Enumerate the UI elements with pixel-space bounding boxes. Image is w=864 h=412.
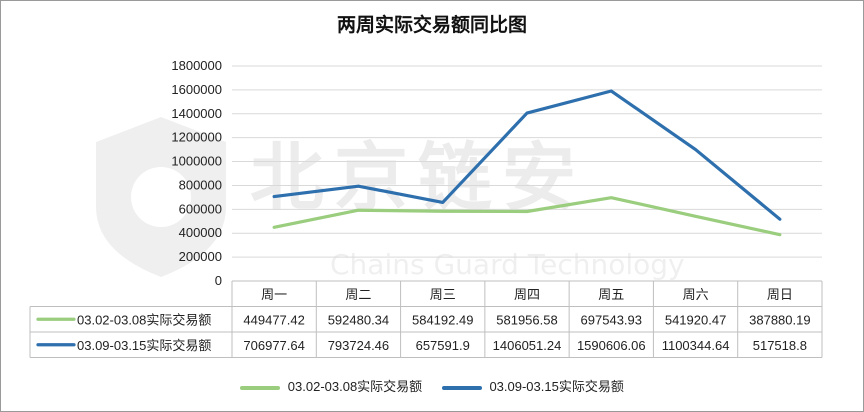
table-series-name-2: 03.09-03.15实际交易额 <box>77 338 211 353</box>
watermark-subtext: Chains Guard Technology <box>330 248 685 281</box>
y-tick-label-7: 1400000 <box>171 106 222 121</box>
y-tick-label-4: 800000 <box>179 177 222 192</box>
y-tick-label-9: 1800000 <box>171 58 222 73</box>
legend-swatch-series-2 <box>441 385 482 390</box>
y-tick-label-5: 1000000 <box>171 154 222 169</box>
x-tick-label-1: 周二 <box>345 287 371 302</box>
data-table: 周一 周二 周三 周四 周五 周六 周日 03.02-03.08实际交易额 449477.42 5… <box>29 280 823 358</box>
legend-item-series-2: 03.09-03.15实际交易额 <box>441 376 624 395</box>
data-label-series-1-6: 387880.19 <box>749 312 810 327</box>
y-tick-label-1: 200000 <box>179 249 222 264</box>
y-tick-label-6: 1200000 <box>171 130 222 145</box>
y-axis-ticks: 0 200000 400000 600000 800000 1000000 1200000 1… <box>171 58 222 288</box>
data-label-series-1-0: 449477.42 <box>243 312 304 327</box>
data-label-series-1-1: 592480.34 <box>328 312 389 327</box>
data-label-series-2-4: 1590606.06 <box>577 338 646 353</box>
y-tick-label-8: 1600000 <box>171 82 222 97</box>
data-label-series-2-2: 657591.9 <box>416 338 470 353</box>
series-lines <box>272 89 782 237</box>
y-tick-label-2: 400000 <box>179 225 222 240</box>
data-label-series-2-6: 517518.8 <box>753 338 807 353</box>
chart-title: 两周实际交易额同比图 <box>336 14 527 36</box>
x-tick-label-3: 周四 <box>514 287 540 302</box>
data-label-series-2-5: 1100344.64 <box>662 338 730 353</box>
table-series-name-1: 03.02-03.08实际交易额 <box>77 312 211 327</box>
data-label-series-2-3: 1406051.24 <box>493 338 562 353</box>
data-label-series-1-5: 541920.47 <box>665 312 726 327</box>
legend-item-series-1: 03.02-03.08实际交易额 <box>240 376 422 395</box>
x-tick-label-5: 周六 <box>683 287 709 302</box>
y-tick-label-3: 600000 <box>179 201 222 216</box>
data-label-series-1-3: 581956.58 <box>496 312 557 327</box>
watermark-text: 北京链安 <box>250 135 586 221</box>
x-tick-label-2: 周三 <box>430 287 456 302</box>
x-tick-label-4: 周五 <box>598 287 624 302</box>
watermark-shield-icon <box>86 112 236 282</box>
legend-label-series-1: 03.02-03.08实际交易额 <box>287 379 423 394</box>
data-label-series-2-0: 706977.64 <box>243 338 304 353</box>
y-tick-label-0: 0 <box>215 273 222 288</box>
series-line-1 <box>272 196 782 237</box>
data-label-series-1-4: 697543.93 <box>581 312 642 327</box>
data-label-series-1-2: 584192.49 <box>412 312 473 327</box>
grid-lines <box>232 65 822 282</box>
legend-label-series-2: 03.09-03.15实际交易额 <box>489 379 624 394</box>
legend: 03.02-03.08实际交易额 03.09-03.15实际交易额 <box>0 376 864 395</box>
x-tick-label-0: 周一 <box>261 287 287 302</box>
x-tick-label-6: 周日 <box>767 287 793 302</box>
data-label-series-2-1: 793724.46 <box>328 338 389 353</box>
legend-swatch-series-1 <box>240 385 281 390</box>
series-line-2 <box>272 89 782 221</box>
